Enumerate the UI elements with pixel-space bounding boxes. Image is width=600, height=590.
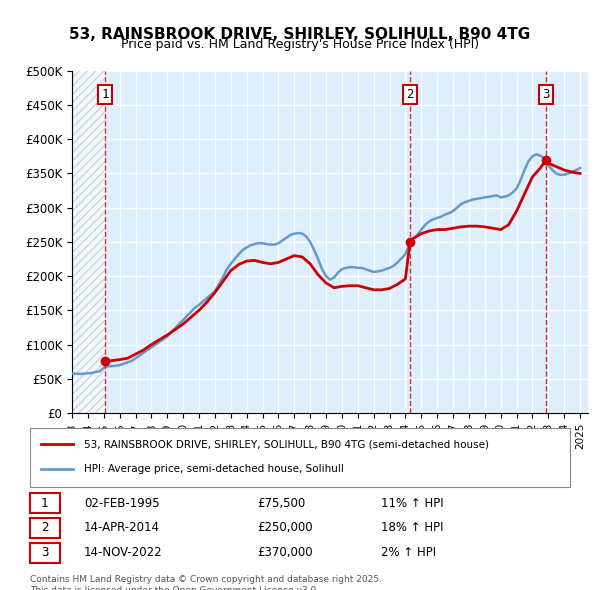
Text: 02-FEB-1995: 02-FEB-1995 — [84, 497, 160, 510]
Text: 53, RAINSBROOK DRIVE, SHIRLEY, SOLIHULL, B90 4TG (semi-detached house): 53, RAINSBROOK DRIVE, SHIRLEY, SOLIHULL,… — [84, 440, 489, 449]
Text: 11% ↑ HPI: 11% ↑ HPI — [381, 497, 443, 510]
Text: £370,000: £370,000 — [257, 546, 313, 559]
FancyBboxPatch shape — [30, 518, 60, 538]
FancyBboxPatch shape — [30, 493, 60, 513]
Text: 18% ↑ HPI: 18% ↑ HPI — [381, 522, 443, 535]
Text: 14-APR-2014: 14-APR-2014 — [84, 522, 160, 535]
Text: 2: 2 — [406, 88, 414, 101]
Text: Contains HM Land Registry data © Crown copyright and database right 2025.
This d: Contains HM Land Registry data © Crown c… — [30, 575, 382, 590]
FancyBboxPatch shape — [30, 543, 60, 563]
Text: 2: 2 — [41, 522, 49, 535]
Text: Price paid vs. HM Land Registry's House Price Index (HPI): Price paid vs. HM Land Registry's House … — [121, 38, 479, 51]
Text: 3: 3 — [542, 88, 550, 101]
Text: £75,500: £75,500 — [257, 497, 305, 510]
Text: 1: 1 — [41, 497, 49, 510]
Text: 53, RAINSBROOK DRIVE, SHIRLEY, SOLIHULL, B90 4TG: 53, RAINSBROOK DRIVE, SHIRLEY, SOLIHULL,… — [70, 27, 530, 41]
Text: £250,000: £250,000 — [257, 522, 313, 535]
Text: HPI: Average price, semi-detached house, Solihull: HPI: Average price, semi-detached house,… — [84, 464, 344, 474]
Bar — [72, 71, 105, 413]
Text: 1: 1 — [101, 88, 109, 101]
FancyBboxPatch shape — [30, 428, 570, 487]
Text: 3: 3 — [41, 546, 49, 559]
Text: 14-NOV-2022: 14-NOV-2022 — [84, 546, 163, 559]
Text: 2% ↑ HPI: 2% ↑ HPI — [381, 546, 436, 559]
